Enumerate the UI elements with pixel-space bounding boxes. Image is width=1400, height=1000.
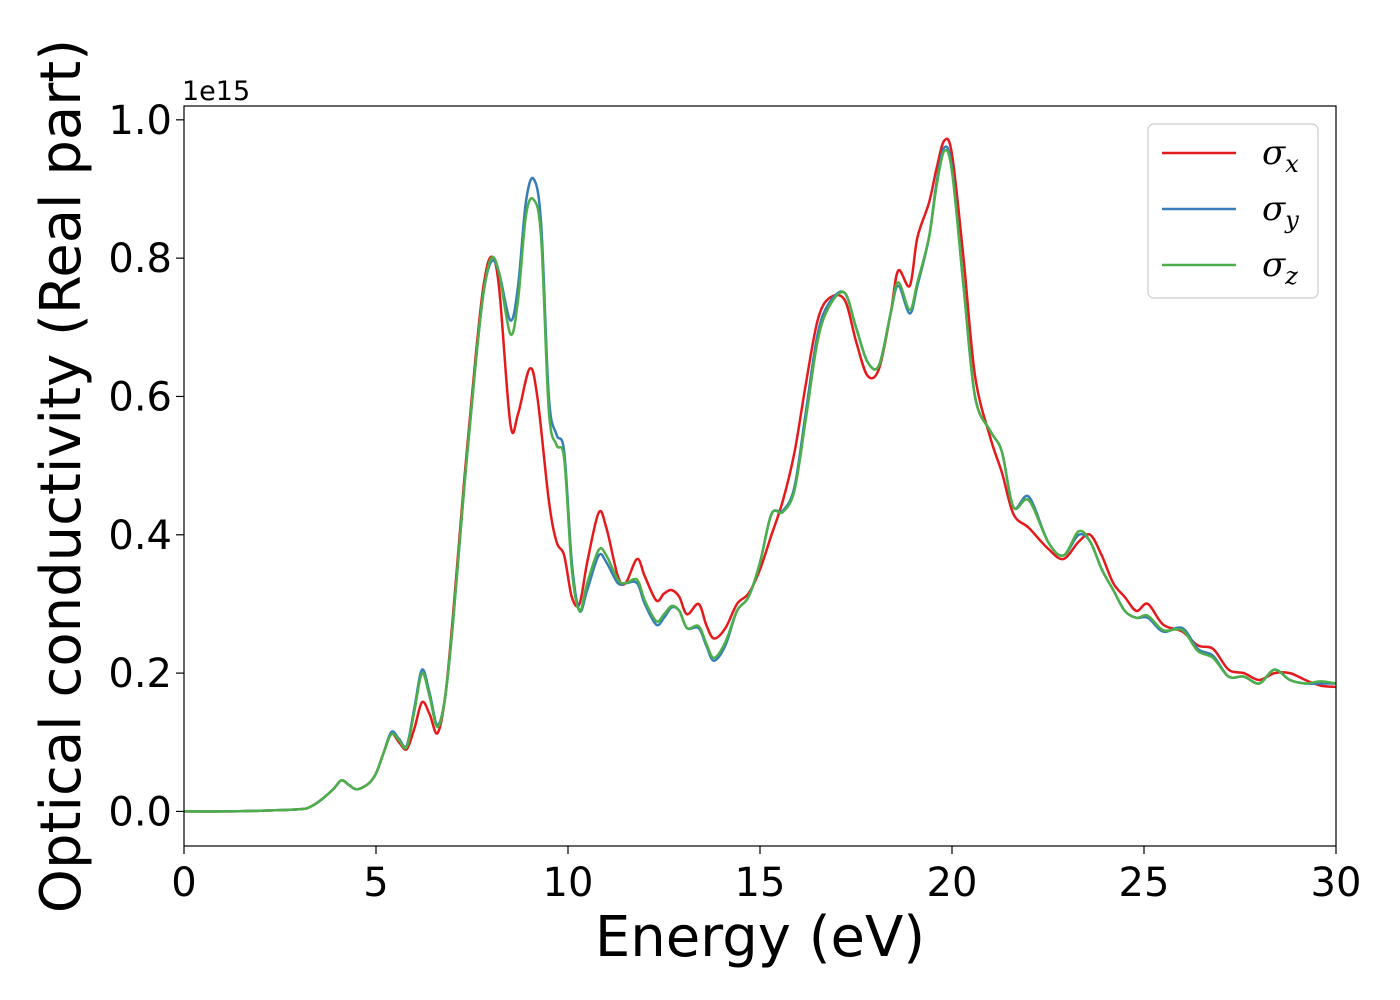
y-axis-ticks: 0.0 0.2 0.4 0.6 0.8 1.0 xyxy=(108,98,184,835)
series-line-sigma-x xyxy=(183,137,1337,813)
legend: σx σy σz xyxy=(1147,123,1319,299)
legend-label-sigma-x: σx xyxy=(1262,133,1299,178)
legend-label-sigma-y: σy xyxy=(1262,189,1299,234)
series-line-sigma-z xyxy=(183,148,1337,813)
y-tick-label: 0.2 xyxy=(108,651,172,697)
y-tick-label: 0.0 xyxy=(108,789,172,835)
y-tick-label: 0.6 xyxy=(108,374,172,420)
x-tick-label: 20 xyxy=(927,860,978,906)
x-axis-title: Energy (eV) xyxy=(595,905,925,970)
y-offset-label: 1e15 xyxy=(182,76,250,107)
y-tick-label: 0.8 xyxy=(108,236,172,282)
y-axis-title: Optical conductivity (Real part) xyxy=(29,39,94,913)
x-tick-label: 25 xyxy=(1119,860,1170,906)
x-tick-label: 10 xyxy=(543,860,594,906)
y-tick-label: 1.0 xyxy=(108,98,172,144)
legend-label-sigma-z: σz xyxy=(1262,245,1298,290)
x-axis-ticks: 0 5 10 15 20 25 30 xyxy=(171,846,1361,906)
x-tick-label: 5 xyxy=(363,860,388,906)
x-tick-label: 15 xyxy=(735,860,786,906)
y-tick-label: 0.4 xyxy=(108,513,172,559)
x-tick-label: 30 xyxy=(1311,860,1362,906)
x-tick-label: 0 xyxy=(171,860,196,906)
legend-box xyxy=(1147,123,1319,299)
series-layer xyxy=(183,137,1337,813)
